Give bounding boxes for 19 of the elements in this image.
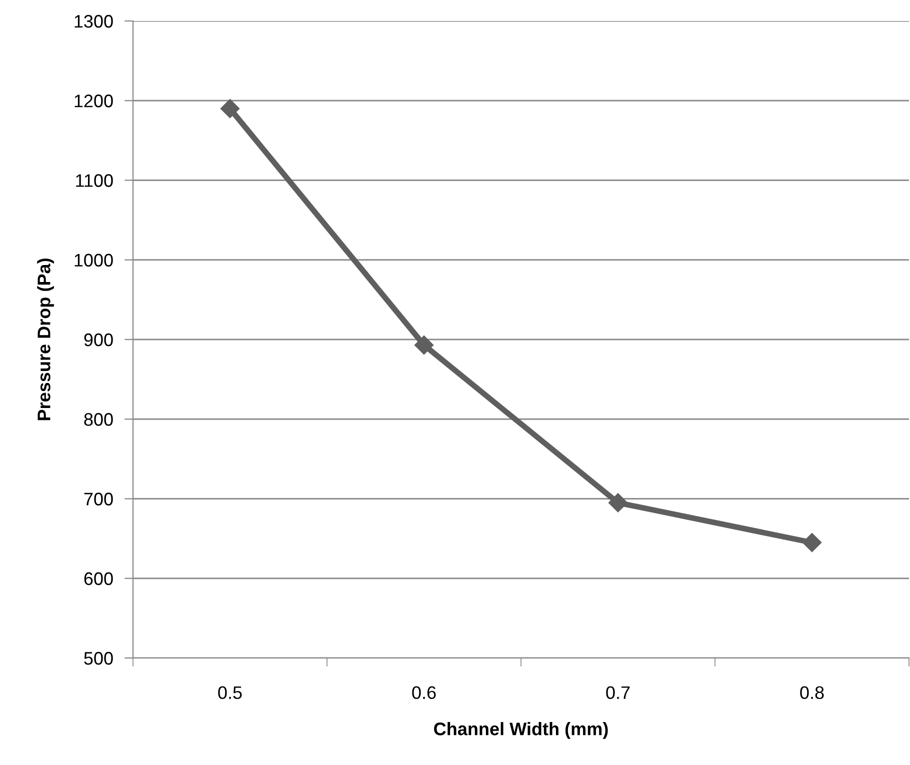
x-tick-label: 0.8 bbox=[800, 686, 824, 700]
x-axis-title: Channel Width (mm) bbox=[434, 722, 608, 739]
x-tick-label: 0.5 bbox=[218, 686, 242, 700]
y-tick-label: 1200 bbox=[74, 94, 113, 108]
point bbox=[414, 336, 434, 355]
y-tick-label: 600 bbox=[84, 572, 113, 586]
y-tick-label: 500 bbox=[84, 652, 113, 665]
point bbox=[608, 493, 628, 512]
y-tick-label: 1300 bbox=[74, 14, 113, 28]
x-tick-label: 0.6 bbox=[412, 686, 436, 700]
y-axis-title: Pressure Drop (Pa) bbox=[37, 258, 54, 420]
point bbox=[220, 99, 240, 118]
point bbox=[802, 533, 822, 552]
x-tick-label: 0.7 bbox=[606, 686, 630, 700]
y-tick-label: 900 bbox=[84, 333, 113, 346]
y-tick-label: 1100 bbox=[76, 174, 113, 187]
y-tick-label: 800 bbox=[84, 413, 113, 426]
y-tick-label: 1000 bbox=[74, 254, 113, 267]
y-tick-label: 700 bbox=[84, 492, 113, 506]
